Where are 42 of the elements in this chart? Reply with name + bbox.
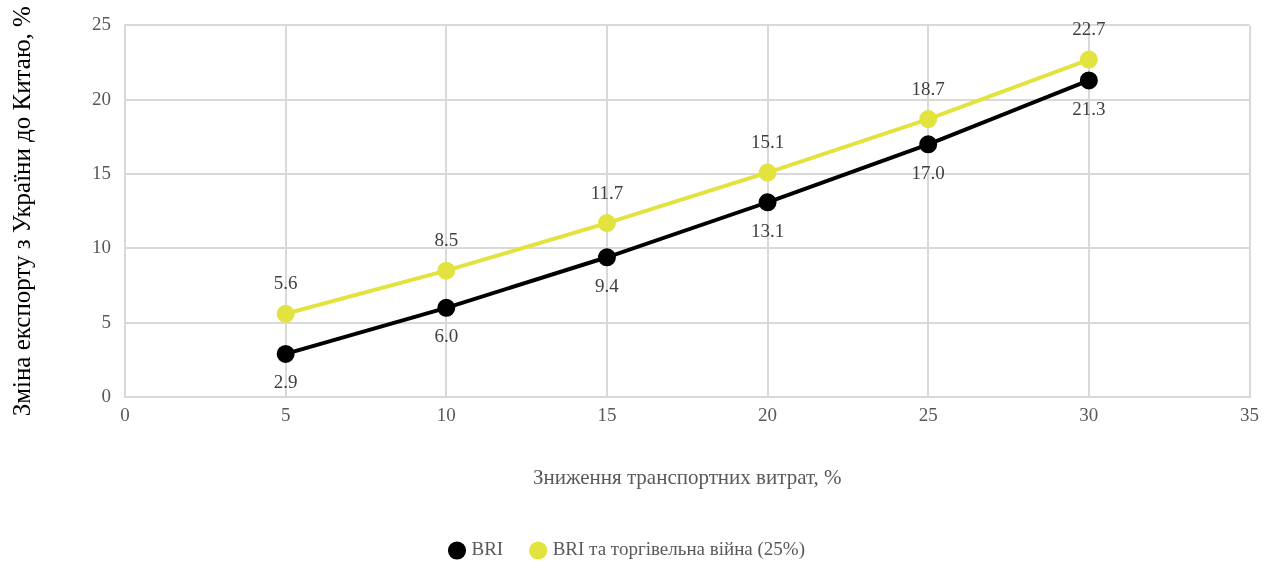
- x-tick-label: 35: [1240, 404, 1259, 426]
- point: [1079, 50, 1098, 69]
- x-tick-label: 0: [120, 404, 130, 426]
- data-label: 2.9: [273, 371, 298, 393]
- point: [758, 163, 777, 182]
- x-axis-title: Зниження транспортних витрат, %: [532, 464, 842, 489]
- data-label: 6.0: [434, 325, 459, 347]
- point: [597, 214, 616, 233]
- point: [437, 298, 456, 317]
- x-tick-label: 20: [758, 404, 778, 426]
- y-axis-title: Зміна експорту з України до Китаю, %: [7, 6, 35, 417]
- data-label: 13.1: [750, 219, 785, 241]
- data-label: 8.5: [434, 229, 459, 251]
- data-label: 9.4: [595, 274, 620, 296]
- point: [597, 248, 616, 267]
- point: [276, 304, 295, 323]
- point: [1079, 71, 1098, 90]
- data-label: 5.6: [273, 272, 298, 294]
- point: [919, 110, 938, 129]
- data-label: 15.1: [750, 131, 785, 153]
- x-tick-label: 10: [436, 404, 456, 426]
- legend-label: BRI та торгівельна війна (25%): [552, 538, 805, 561]
- x-tick-label: 5: [280, 404, 291, 426]
- y-tick-label: 15: [92, 162, 111, 184]
- point: [758, 193, 777, 212]
- data-label: 18.7: [911, 77, 945, 99]
- point: [276, 344, 295, 363]
- legend-label: BRI: [471, 538, 504, 560]
- x-tick-label: 15: [597, 404, 617, 426]
- y-tick-label: 20: [92, 87, 111, 109]
- y-tick-label: 10: [92, 236, 111, 258]
- y-tick-label: 5: [101, 310, 111, 332]
- y-tick-label: 0: [101, 384, 111, 406]
- x-tick-label: 25: [918, 404, 938, 426]
- x-tick-label: 30: [1079, 404, 1099, 426]
- data-label: 22.7: [1072, 18, 1106, 40]
- point: [919, 135, 938, 154]
- data-label: 17.0: [911, 161, 945, 183]
- point: [437, 261, 456, 280]
- data-label: 21.3: [1072, 97, 1106, 119]
- data-label: 11.7: [590, 181, 624, 203]
- y-tick-label: 25: [92, 13, 111, 35]
